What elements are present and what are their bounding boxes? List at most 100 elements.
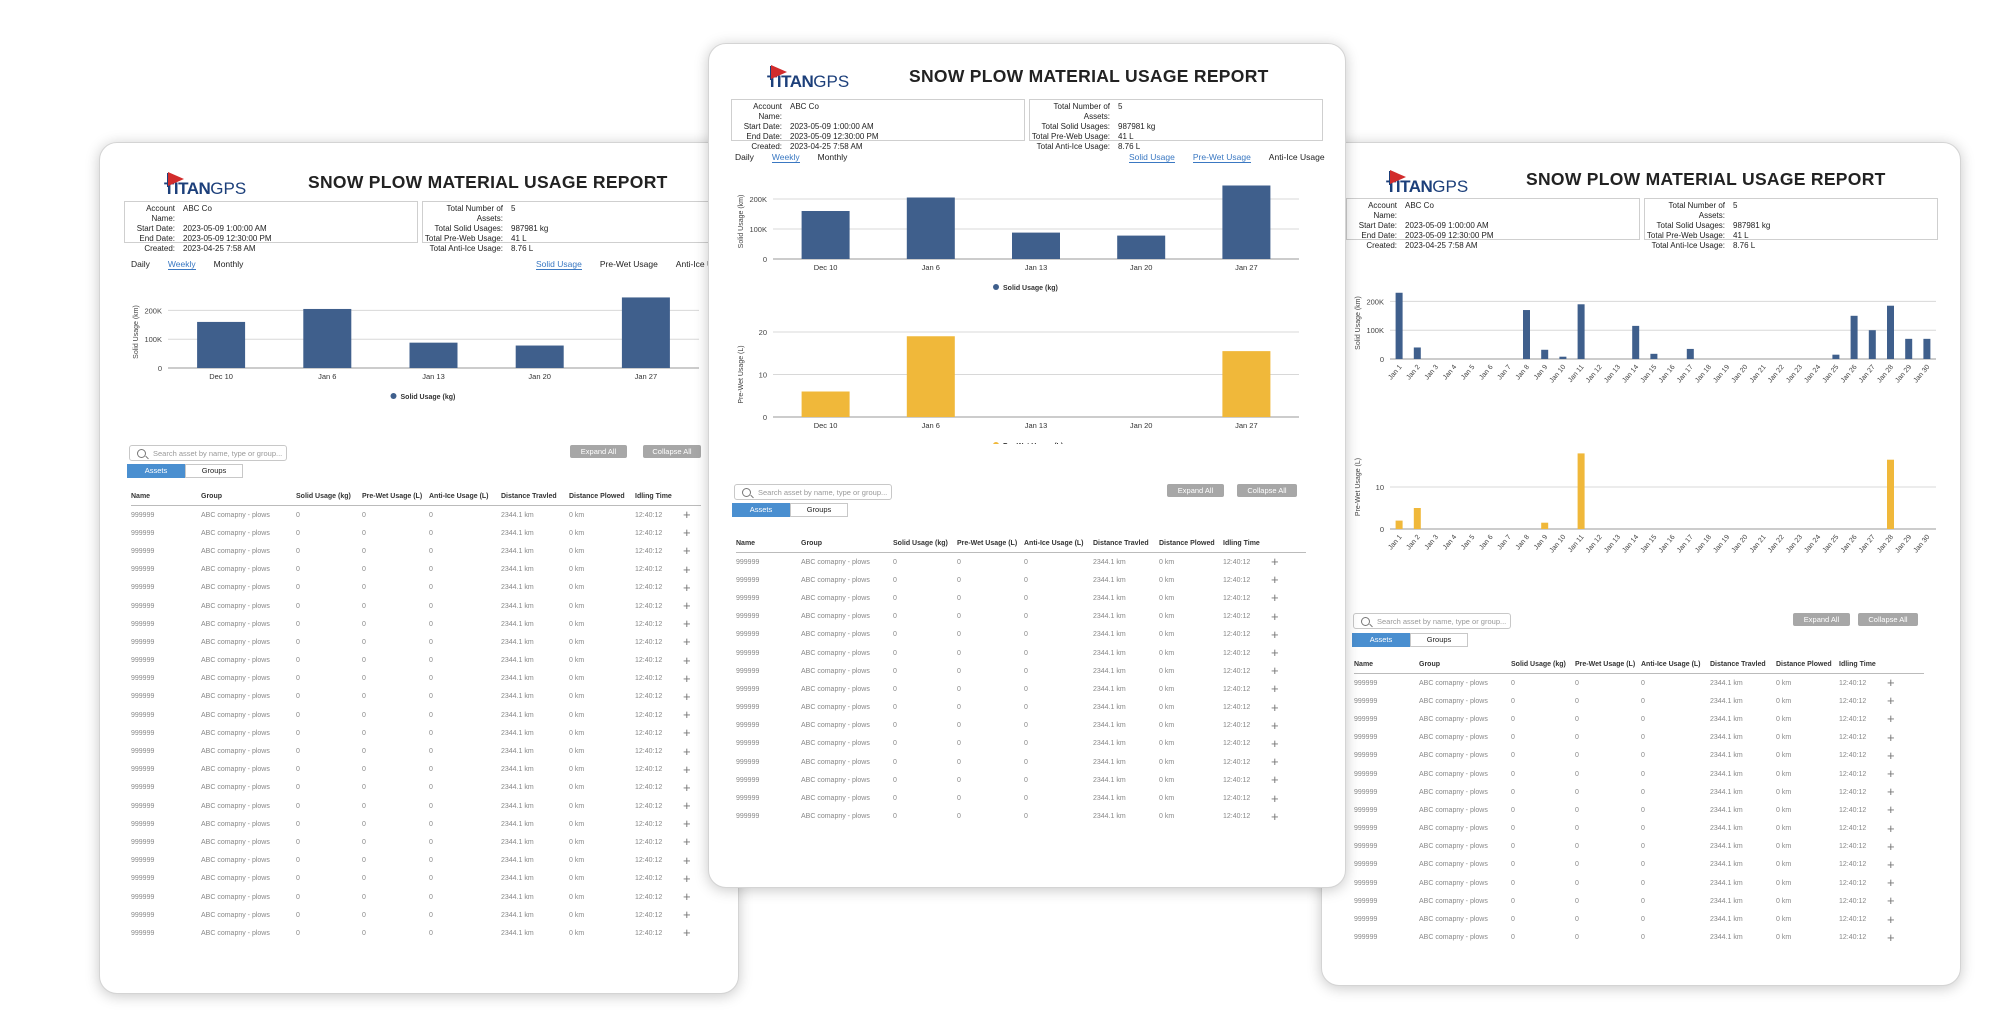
expand-row-icon[interactable]: + [1271,645,1279,661]
expand-row-icon[interactable]: + [1887,802,1895,818]
table-row[interactable]: 999999 ABC comapny - plows 0 0 0 2344.1 km 0 k… [131,724,701,742]
expand-row-icon[interactable]: + [1271,626,1279,642]
column-header[interactable]: Idling Time [635,493,672,500]
tab-prewet-usage[interactable]: Pre-Wet Usage [1192,152,1251,163]
expand-row-icon[interactable]: + [1887,747,1895,763]
table-row[interactable]: 999999 ABC comapny - plows 0 0 0 2344.1 km 0 k… [131,815,701,833]
expand-row-icon[interactable]: + [683,889,691,905]
table-row[interactable]: 999999 ABC comapny - plows 0 0 0 2344.1 km 0 k… [736,753,1306,771]
column-header[interactable]: Group [1419,661,1440,668]
table-row[interactable]: 999999 ABC comapny - plows 0 0 0 2344.1 km 0 k… [736,789,1306,807]
expand-row-icon[interactable]: + [1271,572,1279,588]
column-header[interactable]: Anti-Ice Usage (L) [1641,661,1701,668]
table-row[interactable]: 999999 ABC comapny - plows 0 0 0 2344.1 km 0 k… [131,906,701,924]
expand-row-icon[interactable]: + [683,852,691,868]
table-row[interactable]: 999999 ABC comapny - plows 0 0 0 2344.1 km 0 k… [1354,838,1924,856]
column-header[interactable]: Distance Travled [1093,540,1149,547]
expand-row-icon[interactable]: + [1887,838,1895,854]
expand-row-icon[interactable]: + [683,743,691,759]
expand-row-icon[interactable]: + [1271,663,1279,679]
expand-row-icon[interactable]: + [683,725,691,741]
column-header[interactable]: Anti-Ice Usage (L) [429,493,489,500]
expand-row-icon[interactable]: + [683,543,691,559]
expand-row-icon[interactable]: + [683,598,691,614]
expand-all-button[interactable]: Expand All [1167,484,1224,497]
expand-row-icon[interactable]: + [683,925,691,941]
column-header[interactable]: Pre-Wet Usage (L) [1575,661,1636,668]
column-header[interactable]: Distance Plowed [1776,661,1832,668]
table-row[interactable]: 999999 ABC comapny - plows 0 0 0 2344.1 km 0 k… [131,670,701,688]
expand-row-icon[interactable]: + [683,634,691,650]
search-input[interactable]: Search asset by name, type or group... [734,484,892,500]
table-row[interactable]: 999999 ABC comapny - plows 0 0 0 2344.1 km 0 k… [131,615,701,633]
tab-daily[interactable]: Daily [735,152,754,162]
table-row[interactable]: 999999 ABC comapny - plows 0 0 0 2344.1 km 0 k… [736,808,1306,826]
expand-row-icon[interactable]: + [683,688,691,704]
table-row[interactable]: 999999 ABC comapny - plows 0 0 0 2344.1 km 0 k… [131,888,701,906]
expand-row-icon[interactable]: + [683,870,691,886]
tab-monthly[interactable]: Monthly [213,259,244,269]
table-row[interactable]: 999999 ABC comapny - plows 0 0 0 2344.1 km 0 k… [1354,783,1924,801]
expand-row-icon[interactable]: + [1887,784,1895,800]
table-row[interactable]: 999999 ABC comapny - plows 0 0 0 2344.1 km 0 k… [1354,729,1924,747]
expand-row-icon[interactable]: + [683,507,691,523]
search-input[interactable]: Search asset by name, type or group... [1353,613,1511,629]
collapse-all-button[interactable]: Collapse All [643,445,701,458]
table-row[interactable]: 999999 ABC comapny - plows 0 0 0 2344.1 km 0 k… [736,717,1306,735]
expand-row-icon[interactable]: + [683,761,691,777]
column-header[interactable]: Solid Usage (kg) [1511,661,1566,668]
expand-row-icon[interactable]: + [683,707,691,723]
search-input[interactable]: Search asset by name, type or group... [129,445,287,461]
table-row[interactable]: 999999 ABC comapny - plows 0 0 0 2344.1 km 0 k… [1354,910,1924,928]
table-row[interactable]: 999999 ABC comapny - plows 0 0 0 2344.1 km 0 k… [736,771,1306,789]
expand-row-icon[interactable]: + [1887,675,1895,691]
expand-row-icon[interactable]: + [1271,681,1279,697]
expand-row-icon[interactable]: + [683,561,691,577]
table-row[interactable]: 999999 ABC comapny - plows 0 0 0 2344.1 km 0 k… [736,608,1306,626]
column-header[interactable]: Name [131,493,151,500]
column-header[interactable]: Solid Usage (kg) [893,540,948,547]
expand-row-icon[interactable]: + [1887,893,1895,909]
expand-row-icon[interactable]: + [1271,608,1279,624]
table-row[interactable]: 999999 ABC comapny - plows 0 0 0 2344.1 km 0 k… [131,870,701,888]
column-header[interactable]: Distance Plowed [1159,540,1215,547]
table-row[interactable]: 999999 ABC comapny - plows 0 0 0 2344.1 km 0 k… [736,662,1306,680]
table-row[interactable]: 999999 ABC comapny - plows 0 0 0 2344.1 km 0 k… [131,561,701,579]
table-row[interactable]: 999999 ABC comapny - plows 0 0 0 2344.1 km 0 k… [1354,856,1924,874]
column-header[interactable]: Name [736,540,756,547]
expand-row-icon[interactable]: + [1887,875,1895,891]
table-row[interactable]: 999999 ABC comapny - plows 0 0 0 2344.1 km 0 k… [1354,674,1924,692]
column-header[interactable]: Pre-Wet Usage (L) [362,493,423,500]
table-row[interactable]: 999999 ABC comapny - plows 0 0 0 2344.1 km 0 k… [131,924,701,942]
collapse-all-button[interactable]: Collapse All [1237,484,1297,497]
tab-solid-usage[interactable]: Solid Usage [536,259,582,270]
table-row[interactable]: 999999 ABC comapny - plows 0 0 0 2344.1 km 0 k… [131,633,701,651]
expand-row-icon[interactable]: + [683,652,691,668]
expand-row-icon[interactable]: + [683,670,691,686]
table-row[interactable]: 999999 ABC comapny - plows 0 0 0 2344.1 km 0 k… [131,833,701,851]
column-header[interactable]: Group [801,540,822,547]
column-header[interactable]: Distance Travled [1710,661,1766,668]
expand-row-icon[interactable]: + [683,779,691,795]
expand-row-icon[interactable]: + [683,579,691,595]
tab-prewet-usage[interactable]: Pre-Wet Usage [599,259,658,269]
column-header[interactable]: Name [1354,661,1374,668]
column-header[interactable]: Solid Usage (kg) [296,493,351,500]
table-row[interactable]: 999999 ABC comapny - plows 0 0 0 2344.1 km 0 k… [131,652,701,670]
column-header[interactable]: Pre-Wet Usage (L) [957,540,1018,547]
table-row[interactable]: 999999 ABC comapny - plows 0 0 0 2344.1 km 0 k… [736,644,1306,662]
expand-row-icon[interactable]: + [1271,699,1279,715]
expand-row-icon[interactable]: + [1271,590,1279,606]
expand-row-icon[interactable]: + [1271,735,1279,751]
table-row[interactable]: 999999 ABC comapny - plows 0 0 0 2344.1 km 0 k… [1354,692,1924,710]
expand-row-icon[interactable]: + [1887,711,1895,727]
tab-groups[interactable]: Groups [185,464,243,478]
expand-row-icon[interactable]: + [683,616,691,632]
expand-row-icon[interactable]: + [1271,808,1279,824]
expand-row-icon[interactable]: + [683,525,691,541]
expand-row-icon[interactable]: + [1887,911,1895,927]
tab-groups[interactable]: Groups [790,503,848,517]
column-header[interactable]: Idling Time [1223,540,1260,547]
table-row[interactable]: 999999 ABC comapny - plows 0 0 0 2344.1 km 0 k… [1354,929,1924,947]
tab-assets[interactable]: Assets [127,464,185,478]
